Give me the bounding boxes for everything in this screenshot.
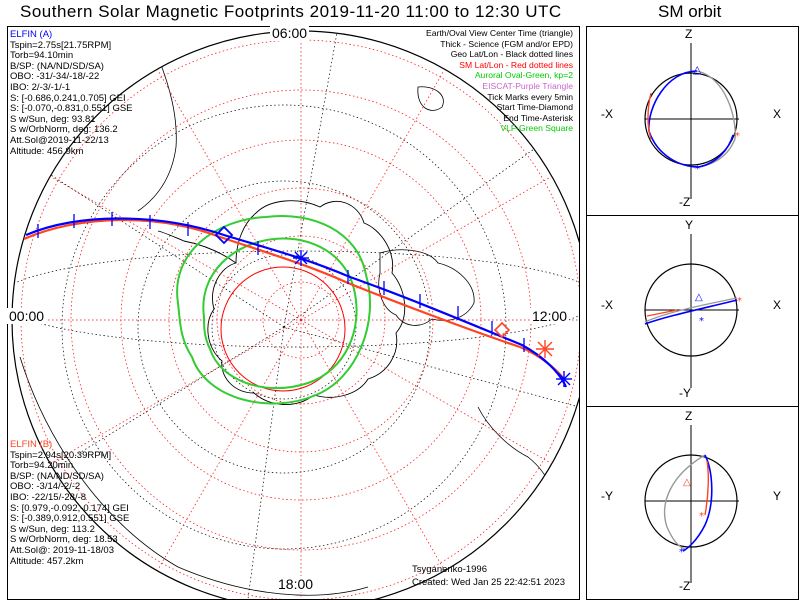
elfin-b-info: ELFIN (B) Tspin=2.94s[20.39RPM] Torb=94.… xyxy=(10,439,130,567)
elfin-b-line: Tspin=2.94s[20.39RPM] xyxy=(10,449,112,461)
elfin-b-line: S: [-0.389,0.912,0.551] GSE xyxy=(10,513,130,525)
elfin-b-line: OBO: -3/14/-2/-2 xyxy=(10,481,81,493)
svg-text:*: * xyxy=(679,547,684,558)
axis-label-right: Y xyxy=(773,489,782,503)
legend-item-0: Earth/Oval View Center Time (triangle) xyxy=(426,28,573,38)
elfin-a-line: Altitude: 456.9km xyxy=(10,145,84,157)
elfin-b-line: S w/Sun, deg: 113.2 xyxy=(10,523,95,535)
elfin-b-line: S w/OrbNorm, deg: 18.53 xyxy=(10,534,118,546)
orbit-title: SM orbit xyxy=(658,2,722,21)
elfin-a-ticks xyxy=(37,212,525,352)
orbit-panel-xz: △ * * Z -Z -X X xyxy=(586,26,799,216)
elfin-b-line: B/SP: (NA/ND/SD/SA) xyxy=(10,470,104,482)
elfin-b-end-asterisk xyxy=(536,340,554,358)
legend-item-1: Thick - Science (FGM and/or EPD) xyxy=(440,38,573,49)
africa-outline xyxy=(477,406,558,528)
axis-label-left: -Y xyxy=(601,489,613,503)
island-outline xyxy=(417,86,444,111)
axis-label-left: -X xyxy=(601,107,613,121)
orbit-plot-yz: △ * * xyxy=(644,425,739,583)
elfin-a-line: S: [-0.070,-0.831,0.551] GSE xyxy=(10,103,133,115)
elfin-a-start-diamond xyxy=(214,225,234,245)
time-label-right: 12:00 xyxy=(530,308,570,324)
south-america-outline xyxy=(137,56,177,212)
created-timestamp: Created: Wed Jan 25 22:42:51 2023 xyxy=(412,577,565,588)
elfin-b-line: Altitude: 457.2km xyxy=(10,555,84,567)
legend-item-7: Start Time-Diamond xyxy=(496,102,573,113)
antarctica-landmass xyxy=(207,200,406,405)
orbit-plot-xz: △ * * xyxy=(644,43,740,199)
elfin-a-line: Att.Sol@2019-11-22/13 xyxy=(10,134,109,146)
model-credit: Tsyganenko-1996 xyxy=(412,564,487,575)
svg-text:*: * xyxy=(699,316,704,327)
time-label-left: 00:00 xyxy=(7,308,47,324)
elfin-a-line: Tspin=2.75s[21.75RPM] xyxy=(10,39,112,51)
axis-label-top: Z xyxy=(685,409,693,423)
axis-label-left: -X xyxy=(601,298,613,312)
legend-item-5: EISCAT-Purple Triangle xyxy=(482,80,573,91)
svg-text:△: △ xyxy=(683,477,691,488)
legend-item-6: Tick Marks every 5min xyxy=(487,91,573,102)
elfin-a-name: ELFIN (A) xyxy=(10,29,53,40)
svg-text:△: △ xyxy=(695,292,703,303)
elfin-a-end-asterisk xyxy=(556,371,572,387)
legend-item-3: SM Lat/Lon - Red dotted lines xyxy=(459,59,573,70)
australia-outline xyxy=(378,249,475,326)
elfin-b-line: IBO: -22/15/-28/-8 xyxy=(10,491,87,503)
elfin-b-line: Torb=94.20min xyxy=(10,460,74,472)
legend: Earth/Oval View Center Time (triangle) T… xyxy=(426,28,573,134)
elfin-a-line: S w/Sun, deg: 93.81 xyxy=(10,113,96,125)
svg-text:*: * xyxy=(737,296,742,307)
elfin-b-name: ELFIN (B) xyxy=(10,439,53,450)
axis-label-bottom: -Z xyxy=(679,195,691,209)
legend-item-4: Auroral Oval-Green, kp=2 xyxy=(474,70,573,81)
axis-label-bottom: -Z xyxy=(679,579,691,593)
elfin-a-line: OBO: -31/-34/-18/-22 xyxy=(10,71,100,83)
elfin-b-trajectory xyxy=(23,218,565,380)
legend-item-2: Geo Lat/Lon - Black dotted lines xyxy=(450,49,573,60)
axis-label-top: Y xyxy=(685,218,694,232)
sm-reference-circle xyxy=(220,266,346,392)
legend-item-8: End Time-Asterisk xyxy=(503,112,573,123)
elfin-a-line: B/SP: (NA/ND/SD/SA) xyxy=(10,60,104,72)
elfin-a-line: S w/OrbNorm, deg: 136.2 xyxy=(10,124,118,136)
axis-label-top: Z xyxy=(685,27,693,41)
elfin-b-line: Att.Sol@: 2019-11-18/03 xyxy=(10,544,115,556)
svg-text:*: * xyxy=(735,131,740,142)
footprint-map xyxy=(11,30,579,599)
antarctic-peninsula xyxy=(157,230,237,264)
svg-text:*: * xyxy=(699,511,704,522)
elfin-a-line: S: [-0.686,0.241,0.705] GEI xyxy=(10,92,126,104)
elfin-a-info: ELFIN (A) Tspin=2.75s[21.75RPM] Torb=94.… xyxy=(10,29,133,157)
view-center-asterisk xyxy=(293,250,309,266)
coast-outline-left xyxy=(19,356,369,596)
elfin-a-line: Torb=94.10min xyxy=(10,50,74,62)
orbit-plot-xy: △ * * xyxy=(644,234,742,388)
page-title: Southern Solar Magnetic Footprints 2019-… xyxy=(20,2,562,21)
axis-label-bottom: -Y xyxy=(679,386,691,400)
elfin-a-line: IBO: 2/-3/-1/-1 xyxy=(10,81,71,93)
elfin-b-line: S: [0.979,-0.092,-0.174] GEI xyxy=(10,502,129,514)
svg-text:*: * xyxy=(695,164,700,175)
time-label-top: 06:00 xyxy=(270,25,310,41)
svg-text:△: △ xyxy=(693,63,702,76)
elfin-a-trajectory xyxy=(25,217,568,388)
time-label-bottom: 18:00 xyxy=(276,576,316,592)
orbit-panel-yz: △ * * Z -Z -Y Y xyxy=(586,406,799,600)
footprint-map-panel: Earth/Oval View Center Time (triangle) T… xyxy=(7,25,580,600)
orbit-panel-xy: △ * * Y -Y -X X xyxy=(586,215,799,407)
elfin-b-start-diamond xyxy=(493,321,511,339)
axis-label-right: X xyxy=(773,107,782,121)
legend-item-9: VLF-Green Square xyxy=(500,123,573,134)
axis-label-right: X xyxy=(773,298,782,312)
